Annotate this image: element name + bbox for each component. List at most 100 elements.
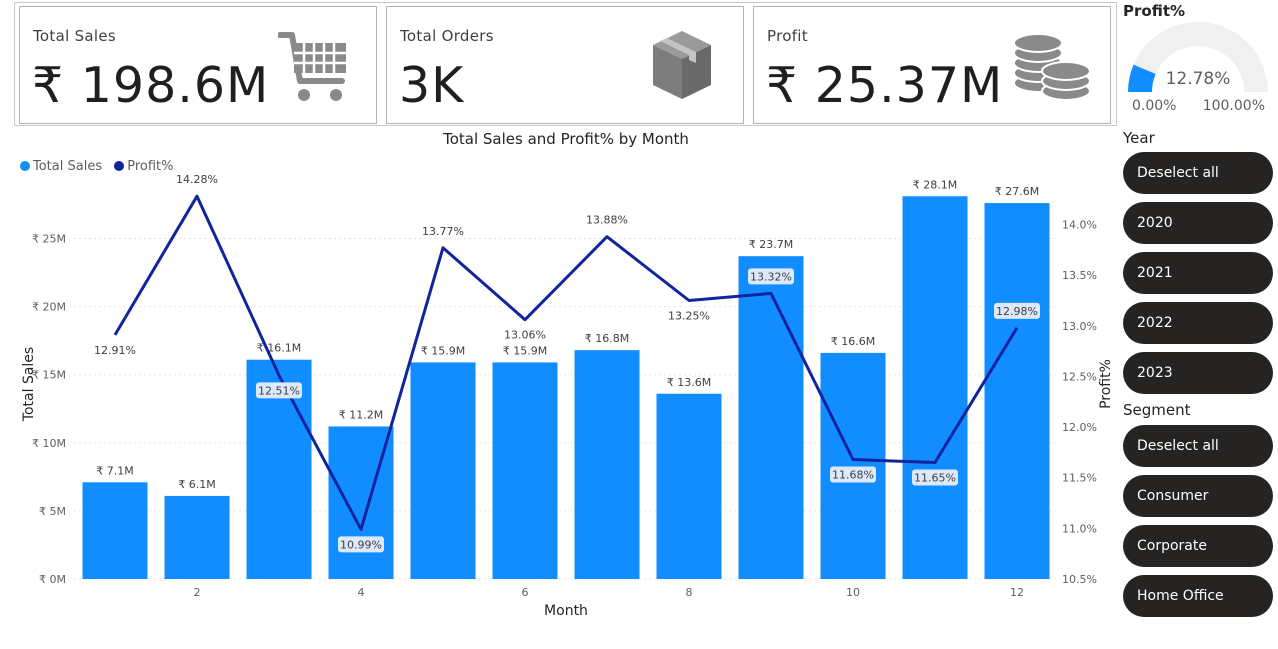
line-label-bg — [994, 302, 1040, 319]
x-tick-label: 8 — [686, 586, 693, 599]
legend-item-total-sales[interactable]: Total Sales — [20, 159, 102, 174]
y2-tick-label: 13.0% — [1062, 320, 1097, 333]
kpi-title: Profit — [767, 27, 808, 45]
gauge-title: Profit% — [1123, 2, 1186, 20]
line-data-label: 12.98% — [996, 305, 1038, 318]
bar-data-label: ₹ 16.8M — [585, 332, 629, 345]
y-axis-left: ₹ 0M ₹ 5M ₹ 10M ₹ 15M ₹ 20M ₹ 25M — [32, 232, 66, 586]
line-label-bg — [912, 469, 958, 486]
gauge-max-label: 100.00% — [1203, 98, 1265, 114]
gauge-value: 12.78% — [1166, 69, 1231, 89]
y2-tick-label: 13.5% — [1062, 269, 1097, 282]
bar-data-label: ₹ 27.6M — [995, 185, 1039, 198]
y-tick-label: ₹ 15M — [32, 369, 66, 382]
y2-tick-label: 12.0% — [1062, 421, 1097, 434]
bar-data-label: ₹ 11.2M — [339, 408, 383, 421]
kpi-value: 3K — [399, 57, 465, 114]
y-axis-right: 10.5% 11.0% 11.5% 12.0% 12.5% 13.0% 13.5% 14.0% — [1062, 219, 1097, 586]
gauge-track — [1128, 22, 1268, 93]
segment-slicer-title: Segment — [1123, 401, 1191, 419]
y2-tick-label: 14.0% — [1062, 219, 1097, 232]
y2-tick-label: 11.5% — [1062, 472, 1097, 485]
segment-deselect-all-button[interactable]: Deselect all — [1123, 425, 1273, 467]
bar[interactable] — [902, 196, 968, 580]
bar[interactable] — [984, 203, 1050, 579]
bar-data-label: ₹ 13.6M — [667, 376, 711, 389]
y2-tick-label: 10.5% — [1062, 573, 1097, 586]
bar[interactable] — [656, 393, 722, 579]
legend-dot-total-sales — [20, 161, 30, 171]
x-axis: 2 4 6 8 10 12 — [194, 586, 1025, 599]
kpi-title: Total Orders — [400, 27, 494, 45]
legend-item-profit-pct[interactable]: Profit% — [114, 159, 174, 174]
line-data-label: 12.51% — [258, 384, 300, 397]
profit-gauge[interactable]: 12.78% 0.00% 100.00% — [1123, 22, 1273, 114]
bar[interactable] — [574, 350, 640, 579]
line-data-label: 13.25% — [668, 309, 710, 322]
line-data-label: 11.68% — [832, 468, 874, 481]
kpi-row: Total Sales ₹ 198.6M Total Orders 3K Pro… — [14, 2, 1117, 126]
year-option-2021[interactable]: 2021 — [1123, 252, 1273, 294]
bar-data-label: ₹ 28.1M — [913, 178, 957, 191]
bar[interactable] — [164, 495, 230, 579]
bar[interactable] — [738, 256, 804, 579]
line-label-bg — [338, 536, 384, 553]
chart-title: Total Sales and Profit% by Month — [442, 130, 689, 148]
kpi-value: ₹ 25.37M — [766, 57, 1004, 114]
gauge-min-label: 0.00% — [1132, 98, 1176, 114]
y2-tick-label: 12.5% — [1062, 370, 1097, 383]
legend-dot-profit-pct — [114, 161, 125, 171]
line-label-bg — [748, 268, 794, 285]
line-data-label: 13.88% — [586, 214, 628, 227]
gauge-fill — [1128, 64, 1156, 93]
bar[interactable] — [410, 362, 476, 579]
year-deselect-all-button[interactable]: Deselect all — [1123, 152, 1273, 194]
line-data-label: 13.77% — [422, 225, 464, 238]
kpi-card-total-sales[interactable]: Total Sales ₹ 198.6M — [19, 6, 377, 124]
segment-option-corporate[interactable]: Corporate — [1123, 525, 1273, 567]
x-tick-label: 10 — [846, 586, 860, 599]
bar[interactable] — [82, 482, 148, 579]
kpi-value: ₹ 198.6M — [32, 57, 270, 114]
x-tick-label: 12 — [1010, 586, 1024, 599]
bar[interactable] — [820, 352, 886, 579]
year-option-2023[interactable]: 2023 — [1123, 352, 1273, 394]
year-option-2020[interactable]: 2020 — [1123, 202, 1273, 244]
sales-profit-combo-chart[interactable]: Total Sales and Profit% by Month ₹ 0M ₹ 5… — [0, 126, 1120, 626]
y-tick-label: ₹ 25M — [32, 232, 66, 245]
bar[interactable] — [492, 362, 558, 579]
x-tick-label: 4 — [358, 586, 365, 599]
y-tick-label: ₹ 5M — [39, 505, 66, 518]
line-data-label: 13.32% — [750, 270, 792, 283]
year-slicer-title: Year — [1123, 129, 1155, 147]
line-data-label: 14.28% — [176, 173, 218, 186]
bar-data-label: ₹ 6.1M — [178, 478, 215, 491]
package-box-icon — [653, 31, 711, 99]
y-tick-label: ₹ 10M — [32, 437, 66, 450]
x-tick-label: 6 — [522, 586, 529, 599]
segment-option-consumer[interactable]: Consumer — [1123, 475, 1273, 517]
bar-data-label: ₹ 7.1M — [96, 464, 133, 477]
year-option-2022[interactable]: 2022 — [1123, 302, 1273, 344]
segment-option-home-office[interactable]: Home Office — [1123, 575, 1273, 617]
chart-legend: Total Sales Profit% — [20, 159, 182, 174]
x-tick-label: 2 — [194, 586, 201, 599]
profit-line[interactable] — [113, 194, 1019, 531]
x-axis-title: Month — [544, 603, 588, 619]
kpi-card-profit[interactable]: Profit ₹ 25.37M — [753, 6, 1111, 124]
kpi-card-total-orders[interactable]: Total Orders 3K — [386, 6, 744, 124]
bar-data-label: ₹ 15.9M — [503, 344, 547, 357]
line-label-bg — [830, 466, 876, 483]
y-tick-label: ₹ 0M — [39, 573, 66, 586]
bar-data-label: ₹ 15.9M — [421, 344, 465, 357]
line-series-profit-pct — [113, 194, 1019, 531]
coins-stack-icon — [1013, 33, 1091, 101]
line-data-label: 12.91% — [94, 344, 136, 357]
y-axis-title: Total Sales — [21, 347, 37, 422]
line-data-label: 13.06% — [504, 329, 546, 342]
bar-data-label: ₹ 16.6M — [831, 335, 875, 348]
line-label-bg — [256, 382, 302, 399]
line-data-labels: 12.91% 14.28% 12.51% 10.99% 13.77% 13.06% 13.8… — [94, 173, 1040, 553]
legend-label: Profit% — [127, 159, 174, 174]
kpi-title: Total Sales — [33, 27, 117, 45]
